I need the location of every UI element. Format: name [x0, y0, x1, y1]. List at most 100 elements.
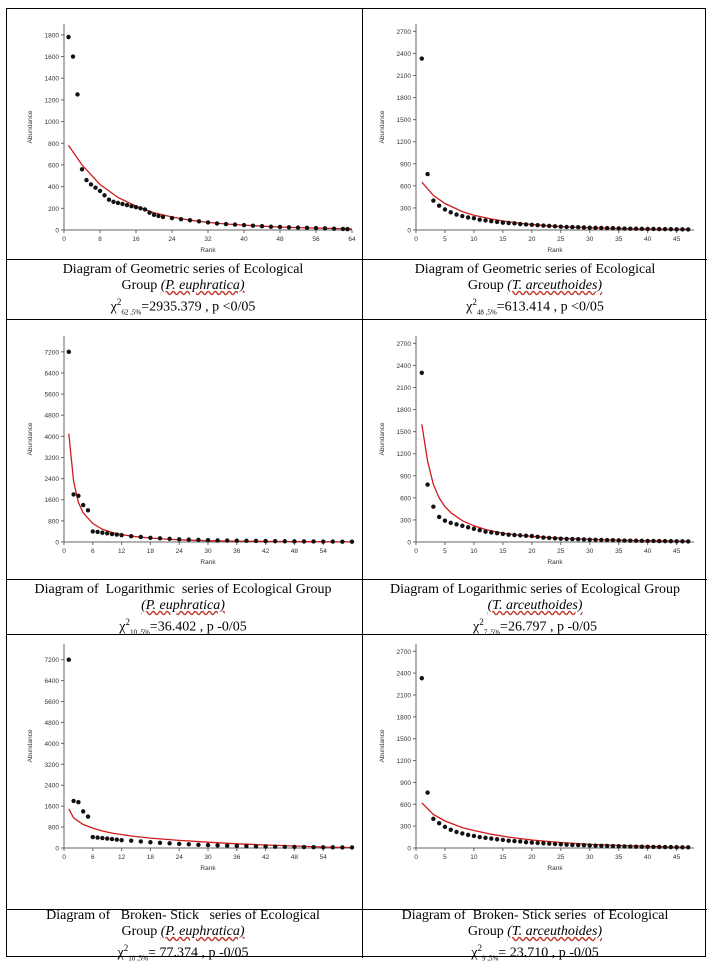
observed-point [340, 845, 345, 850]
y-tick-label: 600 [400, 183, 411, 190]
observed-point [599, 537, 604, 543]
x-tick-label: 36 [233, 548, 241, 555]
observed-point [604, 843, 610, 849]
observed-point [448, 210, 453, 215]
observed-point [512, 221, 517, 226]
observed-point [547, 535, 552, 541]
y-tick-label: 1600 [45, 54, 60, 61]
caption-title: Diagram of Geometric series of Ecologica… [62, 262, 304, 277]
observed-point [547, 841, 552, 846]
observed-point [263, 844, 268, 849]
observed-point [500, 837, 506, 843]
y-tick-label: 0 [55, 540, 59, 547]
chart-caption: Diagram of Broken- Stick series of Ecolo… [8, 908, 358, 966]
y-tick-label: 0 [407, 228, 411, 235]
observed-point [76, 800, 81, 805]
x-tick-label: 0 [414, 854, 418, 861]
observed-point [349, 845, 355, 850]
observed-point [465, 832, 471, 838]
observed-point [85, 508, 91, 513]
observed-point [552, 536, 558, 541]
observed-point [674, 844, 679, 850]
observed-point [442, 518, 448, 523]
chi-subscript: 10 ,5% [128, 954, 149, 963]
y-tick-label: 4800 [45, 720, 60, 727]
observed-point [313, 225, 319, 231]
y-tick-label: 600 [400, 495, 411, 502]
observed-point [570, 224, 575, 230]
chi-superscript: 2 [477, 943, 482, 953]
x-tick-label: 25 [557, 236, 565, 243]
observed-point [483, 529, 488, 534]
observed-point [604, 537, 610, 543]
observed-point [581, 537, 587, 542]
observed-point [330, 845, 335, 850]
x-tick-label: 45 [673, 548, 681, 555]
y-tick-label: 900 [400, 780, 411, 787]
observed-point [205, 842, 211, 848]
observed-point [138, 839, 143, 844]
y-tick-label: 4000 [45, 741, 60, 748]
x-tick-label: 42 [262, 854, 270, 861]
y-tick-label: 800 [48, 518, 59, 525]
y-tick-label: 2400 [45, 783, 60, 790]
observed-point [253, 844, 259, 849]
y-tick-label: 1200 [397, 451, 412, 458]
observed-point [151, 212, 157, 218]
x-tick-label: 40 [644, 236, 652, 243]
observed-point [186, 537, 191, 542]
observed-point [124, 202, 130, 208]
y-tick-label: 2100 [397, 385, 412, 392]
y-tick-label: 400 [48, 184, 59, 191]
observed-point [292, 844, 297, 850]
chi-value: =613.414 , p <0/05 [496, 299, 604, 315]
observed-point [431, 504, 436, 509]
y-tick-label: 300 [400, 824, 411, 831]
observed-point [178, 216, 184, 222]
observed-point [535, 223, 540, 228]
observed-point [477, 528, 482, 533]
observed-point [157, 840, 163, 845]
observed-point [90, 834, 96, 840]
chi-subscript: 62 ,5% [121, 308, 142, 317]
chi-subscript: 10 ,5% [129, 628, 150, 637]
x-tick-label: 0 [62, 236, 66, 243]
observed-point [454, 829, 459, 835]
x-tick-label: 35 [615, 236, 623, 243]
observed-point [668, 226, 674, 232]
observed-point [95, 529, 100, 535]
observed-point [273, 539, 278, 544]
observed-point [622, 226, 627, 231]
column-divider [362, 9, 363, 958]
x-tick-label: 24 [176, 548, 184, 555]
observed-point [66, 349, 71, 355]
observed-point [471, 526, 477, 531]
y-tick-label: 7200 [45, 349, 60, 356]
observed-point [651, 844, 656, 850]
observed-point [223, 221, 229, 227]
caption-group-label: Group [467, 924, 504, 939]
observed-point [84, 177, 89, 183]
y-tick-label: 600 [400, 802, 411, 809]
observed-point [518, 221, 523, 227]
y-tick-label: 0 [55, 228, 59, 235]
x-tick-label: 5 [443, 854, 447, 861]
observed-point [489, 836, 494, 841]
observed-point [79, 167, 85, 172]
x-tick-label: 30 [586, 854, 594, 861]
observed-point [234, 538, 239, 543]
observed-point [109, 836, 115, 842]
x-tick-label: 54 [320, 854, 328, 861]
observed-point [215, 843, 220, 848]
y-tick-label: 1500 [397, 429, 412, 436]
observed-point [523, 222, 529, 227]
chart-2: 0 300 600 900 1200 1500 1800 2100 2400 2700 0 5 10 15… [379, 24, 694, 254]
chi-value: = 77.374 , p -0/05 [148, 945, 249, 961]
y-tick-label: 5600 [45, 392, 60, 399]
x-axis-label: Rank [547, 247, 563, 254]
y-tick-label: 1800 [397, 407, 412, 414]
chi-symbol: χ [119, 619, 126, 635]
y-tick-label: 1800 [397, 714, 412, 721]
observed-point [558, 224, 563, 229]
chart-5: 0 800 1600 2400 3200 4000 4800 5600 6400 7200 0 6 12… [27, 644, 355, 872]
